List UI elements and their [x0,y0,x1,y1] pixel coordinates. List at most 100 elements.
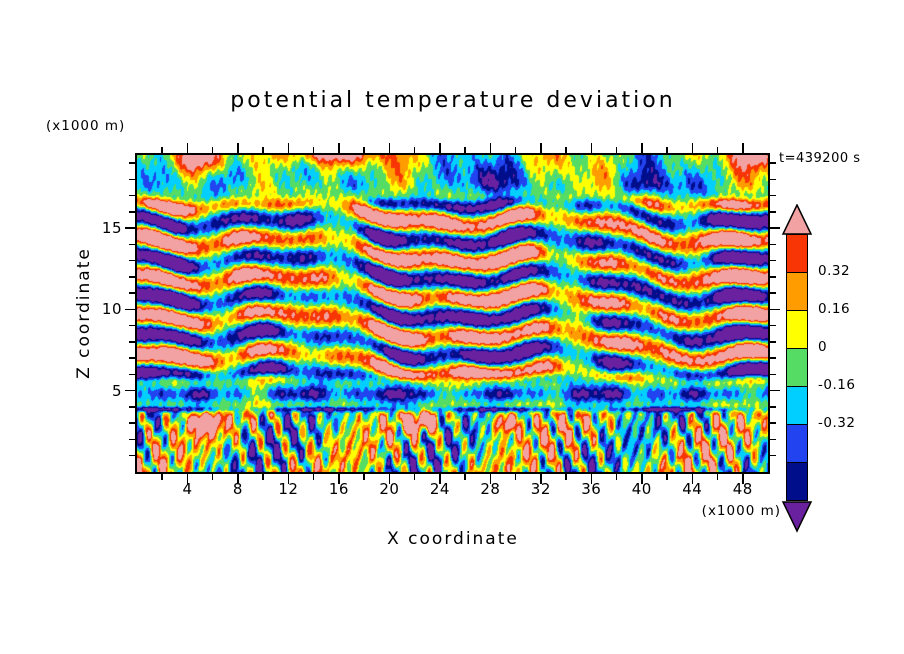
x-axis-tick-top [514,147,517,153]
x-axis-tick-bottom [742,474,744,484]
x-axis-tick-bottom [161,474,163,480]
x-axis-tick-bottom [338,474,340,484]
x-tick-label: 44 [682,480,703,498]
colorbar-tick-label: 0 [818,339,828,355]
x-tick-label: 36 [581,480,602,498]
y-axis-tick-left [129,438,135,441]
y-axis-tick-right [770,194,776,197]
x-axis-tick-bottom [439,474,441,484]
x-axis-tick-top [641,143,643,153]
time-stamp-label: t=439200 s [779,151,861,166]
y-axis-tick-right [770,178,776,181]
x-tick-label: 24 [429,480,450,498]
x-tick-label: 28 [480,480,501,498]
y-axis-tick-right [770,357,776,359]
x-tick-label: 40 [631,480,652,498]
y-axis-tick-left [129,357,135,359]
x-tick-label: 4 [182,480,193,498]
y-axis-tick-right [770,389,780,392]
y-axis-tick-left [129,243,135,246]
x-axis-tick-bottom [262,474,264,480]
x-axis-tick-top [464,147,466,153]
x-axis-tick-top [691,143,694,153]
y-axis-tick-right [770,438,776,441]
x-axis-tick-bottom [716,474,719,480]
y-axis-tick-right [770,243,776,246]
x-axis-tick-top [363,147,365,153]
y-axis-tick-left [129,162,135,164]
y-axis-tick-left [125,227,135,229]
colorbar-band-red [786,234,808,273]
x-axis-tick-bottom [388,474,391,484]
y-axis-tick-left [129,259,135,262]
x-axis-tick-bottom [312,474,315,480]
x-axis-tick-bottom [641,474,643,484]
y-tick-label: 15 [101,219,122,238]
y-axis-tick-left [129,341,135,343]
colorbar-tick-label: 0.32 [818,263,851,279]
x-axis-tick-top [742,143,744,153]
x-axis-tick-top [590,143,593,153]
y-axis-tick-left [129,406,135,408]
y-axis-tick-right [770,276,776,278]
x-axis-tick-bottom [489,474,492,484]
y-axis-tick-right [770,422,776,424]
x-tick-label: 48 [732,480,753,498]
y-axis-tick-left [129,276,135,278]
chart-title: potential temperature deviation [230,88,676,113]
colorbar-band-navy [786,462,808,501]
x-axis-unit-label: (x1000 m) [701,503,781,519]
y-axis-tick-right [770,162,776,164]
colorbar-band-green [786,348,808,387]
x-axis-tick-top [666,147,668,153]
y-axis-unit-label: (x1000 m) [46,118,126,134]
x-axis-tick-top [262,147,264,153]
x-tick-label: 8 [232,480,243,498]
y-axis-tick-right [770,406,776,408]
colorbar-band-yellow [786,310,808,349]
y-axis-tick-right [770,454,776,457]
x-axis-tick-top [237,143,239,153]
y-axis-tick-right [770,373,776,376]
x-axis-tick-top [615,147,618,153]
colorbar-tick-label: -0.32 [818,415,856,431]
y-axis-tick-right [770,341,776,343]
x-axis-tick-top [540,143,542,153]
y-axis-tick-right [770,308,780,311]
x-axis-tick-bottom [211,474,214,480]
y-axis-tick-right [770,211,776,213]
x-axis-tick-top [312,147,315,153]
x-axis-tick-top [716,147,719,153]
y-axis-tick-right [770,324,776,327]
x-axis-tick-top [439,143,441,153]
colorbar-arrow-above-max [781,204,813,235]
colorbar-tick-label: 0.16 [818,301,851,317]
x-axis-tick-top [287,143,290,153]
y-axis-tick-left [129,211,135,213]
x-axis-tick-bottom [691,474,694,484]
x-tick-label: 32 [530,480,551,498]
x-axis-tick-top [211,147,214,153]
x-axis-tick-top [388,143,391,153]
x-tick-label: 20 [379,480,400,498]
x-axis-tick-bottom [540,474,542,484]
x-axis-tick-top [489,143,492,153]
y-axis-tick-left [129,292,135,294]
x-axis-tick-top [161,147,163,153]
y-axis-tick-left [129,422,135,424]
y-axis-tick-left [129,373,135,376]
y-tick-label: 5 [111,381,122,400]
y-axis-tick-left [129,178,135,181]
colorbar-band-cyan [786,386,808,425]
y-tick-label: 10 [101,300,122,319]
plot-frame [135,153,770,474]
y-axis-tick-left [125,308,135,311]
x-axis-tick-bottom [565,474,567,480]
x-axis-tick-bottom [514,474,517,480]
x-axis-tick-bottom [590,474,593,484]
x-axis-tick-bottom [464,474,466,480]
x-axis-tick-bottom [413,474,416,480]
x-axis-tick-bottom [666,474,668,480]
y-axis-tick-left [125,389,135,392]
x-axis-tick-bottom [287,474,290,484]
